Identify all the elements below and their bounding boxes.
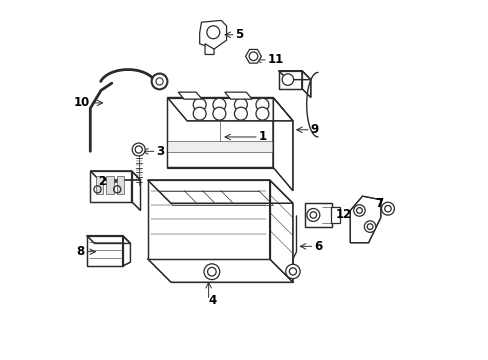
Text: 1: 1: [258, 130, 266, 144]
Text: 6: 6: [314, 240, 322, 253]
Text: 5: 5: [235, 28, 244, 41]
Text: 8: 8: [77, 245, 85, 258]
Polygon shape: [147, 180, 269, 259]
Text: 9: 9: [310, 123, 319, 136]
Circle shape: [212, 107, 225, 120]
Circle shape: [206, 26, 219, 39]
Polygon shape: [147, 180, 292, 203]
Polygon shape: [86, 235, 130, 243]
Text: 12: 12: [335, 208, 351, 221]
Polygon shape: [167, 141, 273, 152]
Circle shape: [381, 202, 394, 215]
Polygon shape: [269, 180, 292, 282]
Circle shape: [203, 264, 219, 280]
Text: 10: 10: [74, 96, 90, 109]
Circle shape: [193, 107, 206, 120]
Circle shape: [364, 221, 375, 232]
Bar: [117, 176, 124, 194]
Text: 11: 11: [267, 53, 284, 66]
Polygon shape: [199, 21, 226, 49]
Circle shape: [353, 205, 365, 216]
Polygon shape: [301, 71, 310, 98]
Polygon shape: [90, 171, 140, 180]
Polygon shape: [178, 92, 202, 99]
Polygon shape: [349, 196, 380, 243]
Circle shape: [212, 98, 225, 111]
Polygon shape: [122, 235, 130, 266]
Circle shape: [285, 264, 300, 279]
Text: 2: 2: [98, 175, 106, 188]
Polygon shape: [245, 49, 261, 63]
Polygon shape: [224, 92, 252, 99]
Circle shape: [234, 98, 247, 111]
Bar: [106, 176, 113, 194]
Polygon shape: [305, 203, 332, 226]
Circle shape: [193, 98, 206, 111]
Text: 7: 7: [375, 197, 383, 210]
Circle shape: [234, 107, 247, 120]
Polygon shape: [147, 259, 292, 282]
Text: 4: 4: [208, 294, 217, 307]
Polygon shape: [273, 98, 292, 191]
Polygon shape: [204, 44, 214, 54]
Polygon shape: [278, 71, 301, 89]
Circle shape: [306, 208, 319, 221]
Bar: [330, 207, 339, 223]
Polygon shape: [90, 171, 131, 202]
Circle shape: [255, 98, 268, 111]
Circle shape: [282, 74, 293, 85]
Bar: [96, 176, 102, 194]
Polygon shape: [86, 235, 122, 266]
Polygon shape: [167, 98, 292, 121]
Circle shape: [255, 107, 268, 120]
Circle shape: [132, 143, 145, 156]
Polygon shape: [278, 71, 310, 80]
Circle shape: [151, 73, 167, 89]
Polygon shape: [131, 171, 140, 211]
Text: 3: 3: [156, 145, 164, 158]
Polygon shape: [167, 98, 273, 167]
